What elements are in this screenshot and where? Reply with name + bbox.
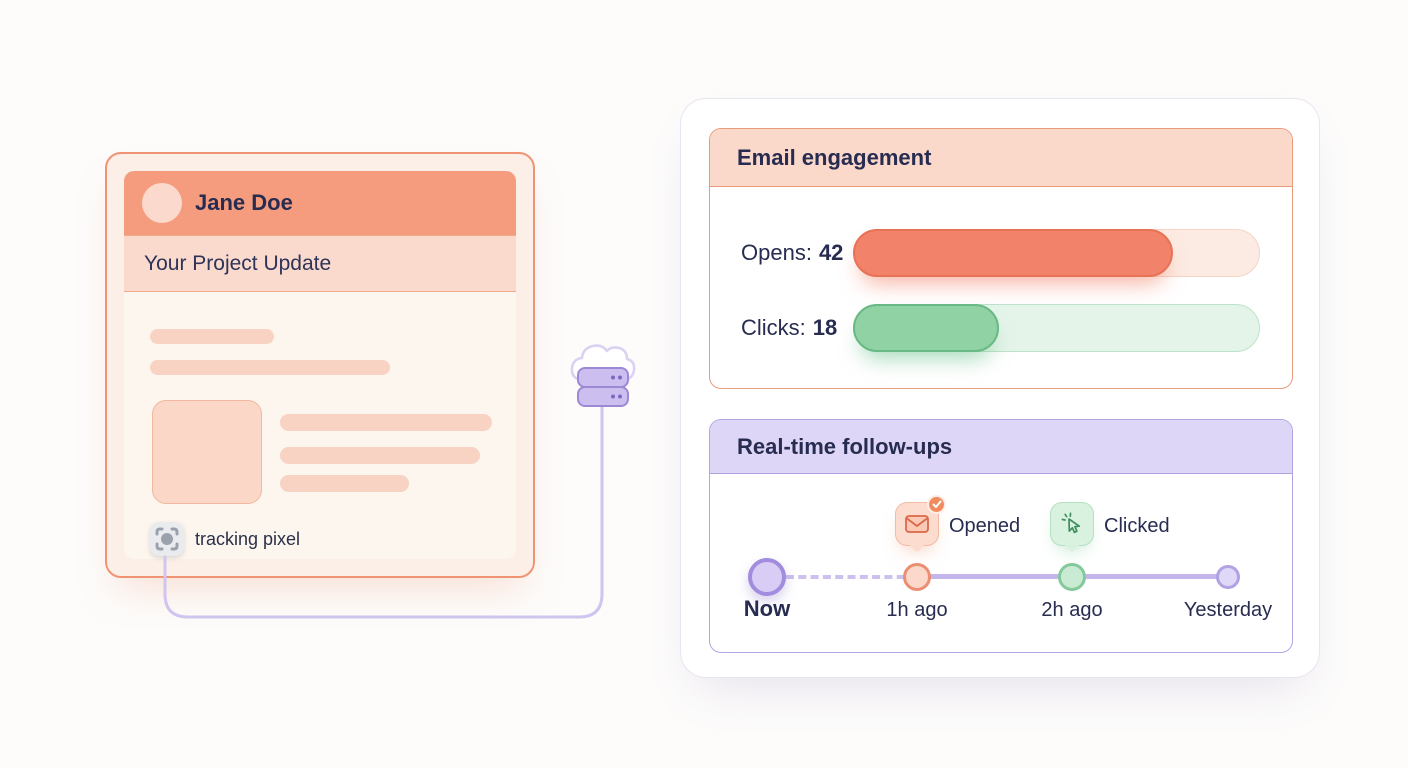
email-engagement-card: Email engagement Opens: 42 Clicks: 18 xyxy=(709,128,1293,389)
opened-badge xyxy=(895,495,946,546)
clicked-badge xyxy=(1050,502,1094,546)
engagement-body: Opens: 42 Clicks: 18 xyxy=(710,187,1292,388)
clicks-value: 18 xyxy=(812,315,838,340)
check-icon xyxy=(927,495,946,514)
timeline-label-now: Now xyxy=(743,596,791,621)
clicks-metric-label: Clicks: 18 xyxy=(741,315,837,341)
timeline-node-1h-ago xyxy=(903,563,931,591)
email-body: tracking pixel xyxy=(124,291,516,559)
placeholder-line xyxy=(150,329,274,344)
realtime-followups-card: Real-time follow-ups Opened xyxy=(709,419,1293,653)
opens-label: Opens: xyxy=(741,240,812,265)
opens-metric-label: Opens: 42 xyxy=(741,240,843,266)
email-subject: Your Project Update xyxy=(124,235,516,291)
opens-value: 42 xyxy=(818,240,844,265)
opens-progress-track xyxy=(853,229,1260,277)
card-title: Email engagement xyxy=(710,129,1292,187)
email-mockup-card: Jane Doe Your Project Update xyxy=(105,152,535,578)
cursor-click-icon xyxy=(1061,512,1081,534)
opened-label: Opened xyxy=(949,515,1021,537)
cloud-server-icon xyxy=(565,338,641,408)
analytics-panel: Email engagement Opens: 42 Clicks: 18 Real… xyxy=(680,98,1320,678)
clicks-progress-fill xyxy=(853,304,999,352)
timeline-label-yesterday: Yesterday xyxy=(1183,599,1273,621)
timeline-node-yesterday xyxy=(1216,565,1240,589)
placeholder-line xyxy=(150,360,390,375)
clicks-label: Clicks: xyxy=(741,315,806,340)
timeline-dashed-segment xyxy=(786,575,917,579)
tracking-pixel-row: tracking pixel xyxy=(150,522,300,556)
timeline-node-now xyxy=(748,558,786,596)
timeline-label-1h-ago: 1h ago xyxy=(886,599,948,621)
placeholder-image xyxy=(152,400,262,504)
placeholder-line xyxy=(280,475,409,492)
tracking-pixel-icon xyxy=(150,522,184,556)
timeline-label-2h-ago: 2h ago xyxy=(1041,599,1103,621)
tracking-pixel-label: tracking pixel xyxy=(195,528,301,549)
clicks-progress-track xyxy=(853,304,1260,352)
envelope-icon xyxy=(905,515,929,533)
avatar xyxy=(142,183,182,223)
placeholder-line xyxy=(280,447,480,464)
clicked-label: Clicked xyxy=(1104,515,1170,537)
sender-name: Jane Doe xyxy=(195,190,293,215)
email-header: Jane Doe xyxy=(124,171,516,235)
opens-progress-fill xyxy=(853,229,1173,277)
card-title: Real-time follow-ups xyxy=(710,420,1292,474)
timeline-node-2h-ago xyxy=(1058,563,1086,591)
placeholder-line xyxy=(280,414,492,431)
followups-body: Opened Clicked Now 1h ago xyxy=(710,474,1292,652)
